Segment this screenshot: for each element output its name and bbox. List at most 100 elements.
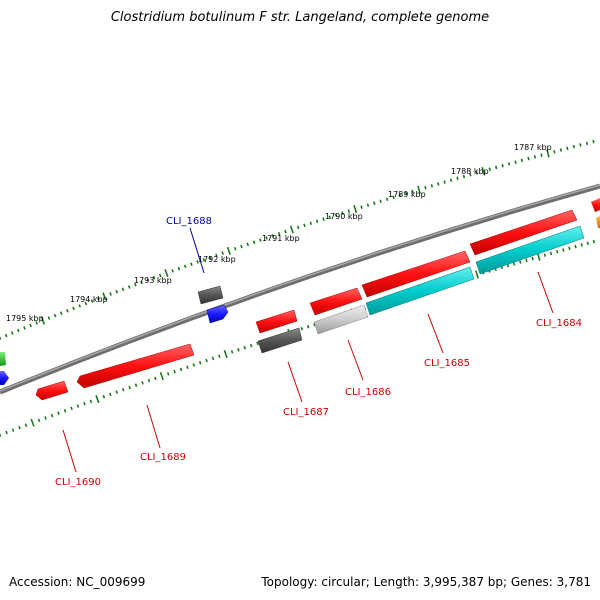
ruler-minor-tick	[4, 333, 8, 338]
ruler-minor-tick	[76, 404, 80, 408]
ruler-minor-tick	[72, 306, 75, 311]
ruler-minor-tick	[146, 278, 150, 282]
ruler-minor-tick	[35, 321, 39, 325]
ruler-minor-tick	[134, 282, 137, 287]
ruler-minor-tick	[215, 253, 218, 258]
ruler-minor-tick	[341, 211, 344, 215]
ruler-minor-tick	[449, 178, 453, 183]
leader-cli-1685	[427, 313, 444, 354]
ruler-minor-tick	[392, 195, 395, 200]
ruler-minor-tick	[102, 394, 106, 399]
ruler-minor-tick	[246, 242, 250, 247]
ruler-minor-tick	[66, 309, 69, 313]
ruler-minor-tick	[141, 381, 144, 385]
ruler-minor-tick	[322, 217, 325, 221]
ruler-minor-tick	[309, 221, 313, 226]
gene-label-cli-1686: CLI_1686	[345, 387, 391, 398]
leader-cli-1688	[189, 227, 205, 274]
ruler-minor-tick	[166, 372, 170, 376]
ruler-minor-tick	[540, 153, 543, 157]
gene-cli-1684-arrow	[469, 209, 578, 256]
ruler-minor-tick	[24, 423, 28, 427]
ruler-minor-tick	[173, 369, 176, 374]
ruler-major-tick	[223, 350, 228, 359]
ruler-minor-tick	[237, 348, 240, 352]
ruler-minor-tick	[50, 413, 54, 418]
gene-label-cli-1690: CLI_1690	[55, 477, 101, 488]
ruler-minor-tick	[296, 225, 300, 230]
ruler-major-tick	[226, 246, 231, 255]
ruler-major-tick	[30, 418, 35, 427]
ruler-minor-tick	[568, 246, 571, 251]
gene-cli-1686-light	[313, 304, 369, 335]
ruler-minor-tick	[18, 425, 21, 430]
ruler-minor-tick	[586, 241, 589, 246]
ruler-minor-tick	[89, 399, 93, 404]
ruler-minor-tick	[183, 264, 187, 269]
ruler-minor-tick	[171, 269, 174, 273]
ruler-labels: 1787 kbp 1788 kbp 1789 kbp 1790 kbp 1791…	[6, 143, 552, 323]
leader-cli-1686	[347, 339, 364, 381]
ruler-minor-tick	[109, 292, 112, 296]
ruler-minor-tick	[277, 231, 281, 236]
leader-cli-1690	[62, 429, 77, 473]
ruler-minor-tick	[271, 234, 275, 238]
ruler-minor-tick	[243, 345, 247, 350]
ruler-minor-tick	[10, 331, 14, 335]
ruler-minor-tick	[507, 162, 511, 166]
leader-cli-1684	[537, 271, 554, 314]
gene-label-cli-1684: CLI_1684	[536, 318, 582, 329]
ruler-major-tick	[159, 372, 164, 381]
ruler-minor-tick	[230, 350, 234, 354]
ruler-minor-tick	[192, 363, 196, 367]
ruler-label: 1787 kbp	[514, 143, 552, 152]
ruler-label: 1793 kbp	[134, 276, 172, 285]
ruler-minor-tick	[16, 328, 20, 333]
gene-label-cli-1689: CLI_1689	[140, 452, 186, 463]
genome-backbone-highlight	[0, 184, 600, 392]
ruler-minor-tick	[469, 172, 472, 177]
ruler-minor-tick	[553, 150, 556, 154]
ruler-minor-tick	[379, 199, 382, 203]
ruler-minor-tick	[127, 285, 131, 289]
ruler-minor-tick	[152, 275, 156, 280]
ruler-minor-tick	[525, 258, 528, 263]
ruler-minor-tick	[0, 433, 2, 437]
ruler-minor-tick	[147, 378, 151, 383]
ruler-minor-tick	[240, 244, 243, 249]
ruler-label: 1789 kbp	[388, 190, 426, 199]
ruler-minor-tick	[579, 143, 582, 147]
ruler-minor-tick	[115, 289, 119, 294]
gene-label-cli-1687: CLI_1687	[283, 407, 329, 418]
ruler-major-tick	[481, 166, 486, 176]
ruler-minor-tick	[475, 171, 478, 175]
gene-label-cli-1688: CLI_1688	[166, 216, 212, 227]
ruler-minor-tick	[313, 322, 316, 327]
gene-cli-1689-arrow	[76, 343, 195, 389]
gene-cli-1685-cyan	[365, 266, 475, 316]
ruler-minor-tick	[259, 238, 262, 242]
ruler-label: 1795 kbp	[6, 314, 44, 323]
ruler-minor-tick	[70, 406, 73, 411]
ruler-minor-tick	[488, 167, 491, 171]
gene-cli-1687-dark	[257, 327, 303, 354]
ruler-label: 1788 kbp	[451, 167, 489, 176]
ruler-minor-tick	[306, 324, 310, 329]
leader-cli-1687	[287, 361, 303, 403]
ruler-minor-tick	[315, 219, 319, 224]
ruler-major-tick	[289, 225, 294, 234]
leader-cli-1689	[146, 404, 161, 449]
ruler-minor-tick	[196, 260, 199, 264]
ruler-minor-tick	[205, 358, 208, 363]
ruler-minor-tick	[574, 244, 577, 249]
ruler-minor-tick	[252, 240, 256, 245]
gene-cli-1690-arrow	[35, 380, 69, 401]
ruler-minor-tick	[543, 253, 547, 257]
forward-genes	[0, 198, 600, 366]
ruler-minor-tick	[96, 297, 100, 301]
ruler-label: 1792 kbp	[198, 255, 236, 264]
outer-ruler	[0, 139, 595, 340]
ruler-major-tick	[40, 316, 46, 325]
ruler-minor-tick	[462, 174, 466, 179]
ruler-minor-tick	[256, 341, 259, 346]
